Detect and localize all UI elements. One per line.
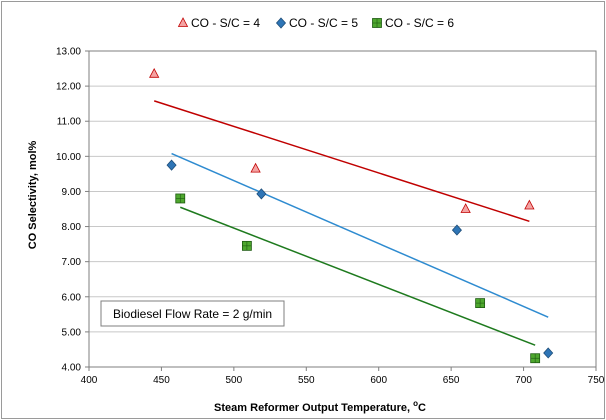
x-tick-label: 700	[515, 375, 532, 386]
y-tick-label: 8.00	[62, 222, 82, 233]
data-point-series-1	[149, 67, 160, 78]
data-point-series-2	[451, 224, 462, 236]
x-axis-title-unit: C	[418, 402, 426, 414]
x-axis-ticks: 400 450 500 550 600 650 700 750	[81, 367, 605, 386]
y-tick-label: 7.00	[62, 257, 82, 268]
x-axis-title-main: Steam Reformer Output Temperature,	[214, 402, 413, 414]
x-axis-title-superscript: o	[413, 399, 418, 408]
legend-label-series-1: CO - S/C = 4	[191, 16, 260, 30]
legend-label-series-2: CO - S/C = 5	[289, 16, 358, 30]
data-point-series-3	[241, 240, 252, 251]
x-tick-label: 550	[298, 375, 315, 386]
gridlines	[89, 85, 596, 333]
data-point-series-3	[175, 193, 186, 204]
y-tick-label: 9.00	[62, 187, 82, 198]
data-point-series-2	[166, 159, 177, 171]
x-tick-label: 750	[588, 375, 605, 386]
legend: CO - S/C = 4 CO - S/C = 5 CO - S/C = 6	[177, 16, 454, 30]
legend-marker-series-1	[177, 17, 189, 27]
y-axis-title: CO Selectivity, mol%	[27, 140, 39, 249]
annotation-text: Biodiesel Flow Rate = 2 g/min	[113, 307, 272, 321]
data-point-series-3	[530, 353, 541, 364]
legend-marker-series-3	[372, 18, 382, 28]
legend-marker-series-2	[275, 17, 287, 29]
y-axis-ticks: 4.00 5.00 6.00 7.00 8.00 9.00 10.00 11.00 12.00 1…	[56, 47, 89, 374]
data-points	[149, 67, 554, 364]
data-point-series-1	[524, 199, 535, 210]
y-tick-label: 5.00	[62, 327, 82, 338]
legend-label-series-3: CO - S/C = 6	[385, 16, 454, 30]
data-point-series-1	[250, 162, 261, 173]
data-point-series-1	[460, 203, 471, 213]
x-axis-title: Steam Reformer Output Temperature, oC	[214, 399, 426, 414]
y-tick-label: 6.00	[62, 292, 82, 303]
data-point-series-3	[475, 298, 486, 308]
trendlines	[153, 100, 549, 346]
trendline-series-3	[179, 206, 536, 346]
plot-area	[88, 50, 597, 368]
y-tick-label: 11.00	[57, 117, 82, 128]
data-point-series-2	[543, 347, 554, 359]
y-tick-label: 10.00	[56, 152, 81, 163]
y-tick-label: 13.00	[56, 47, 81, 58]
y-tick-label: 12.00	[56, 82, 81, 93]
y-tick-label: 4.00	[62, 363, 82, 374]
x-tick-label: 600	[370, 375, 387, 386]
trendline-series-1	[153, 100, 530, 223]
trendline-series-2	[171, 152, 549, 318]
x-tick-label: 650	[443, 375, 460, 386]
data-point-series-2	[256, 188, 267, 200]
x-tick-label: 450	[153, 375, 170, 386]
x-tick-label: 500	[226, 375, 243, 386]
annotation-box: Biodiesel Flow Rate = 2 g/min	[100, 300, 285, 327]
x-tick-label: 400	[81, 375, 98, 386]
